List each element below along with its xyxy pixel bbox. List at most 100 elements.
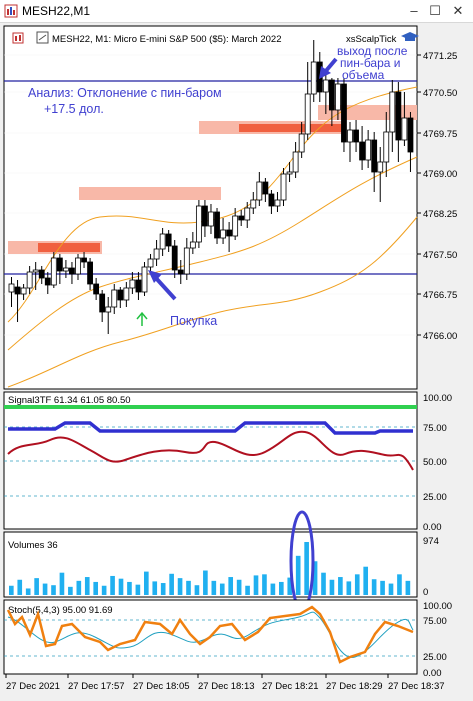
volume-bar[interactable]	[304, 542, 309, 595]
candle[interactable]	[171, 240, 178, 278]
candle[interactable]	[32, 262, 39, 290]
candle[interactable]	[38, 266, 45, 284]
zone-upper-strong[interactable]	[239, 124, 343, 132]
candle[interactable]	[56, 254, 63, 284]
volume-bar[interactable]	[270, 583, 276, 595]
candle[interactable]	[226, 222, 233, 252]
volume-bar[interactable]	[42, 583, 48, 595]
volume-bar[interactable]	[160, 583, 166, 595]
candle[interactable]	[244, 202, 251, 228]
candle[interactable]	[123, 282, 130, 307]
volume-bar[interactable]	[68, 586, 73, 595]
buy-arrow[interactable]	[148, 270, 177, 301]
candle[interactable]	[147, 254, 154, 274]
candle[interactable]	[292, 142, 299, 178]
volume-bar[interactable]	[17, 579, 23, 595]
volume-bar[interactable]	[59, 572, 65, 595]
candle[interactable]	[298, 122, 305, 158]
candle[interactable]	[135, 272, 142, 300]
volume-bar[interactable]	[363, 566, 369, 595]
candle[interactable]	[129, 272, 136, 294]
candle[interactable]	[335, 78, 341, 120]
candle[interactable]	[44, 272, 51, 294]
maximize-button[interactable]: ☐	[429, 3, 441, 18]
candle[interactable]	[105, 297, 112, 334]
candle[interactable]	[165, 230, 172, 252]
candle[interactable]	[214, 208, 220, 244]
candle[interactable]	[141, 262, 148, 296]
candle[interactable]	[347, 122, 353, 162]
volume-bar[interactable]	[405, 580, 411, 595]
candle[interactable]	[99, 290, 106, 322]
candle[interactable]	[256, 172, 263, 206]
volume-bar[interactable]	[236, 579, 242, 595]
volume-bar[interactable]	[287, 577, 293, 595]
candle[interactable]	[232, 208, 239, 240]
volume-bar[interactable]	[354, 574, 360, 595]
candle[interactable]	[341, 78, 347, 152]
candle[interactable]	[183, 238, 190, 280]
volume-bar[interactable]	[194, 585, 200, 595]
volume-bar[interactable]	[118, 578, 124, 595]
volume-bar[interactable]	[186, 580, 191, 595]
volume-bar[interactable]	[253, 575, 259, 595]
volume-bar[interactable]	[346, 581, 352, 595]
candle[interactable]	[310, 40, 317, 102]
candle[interactable]	[359, 126, 365, 170]
volume-bar[interactable]	[101, 585, 107, 595]
candle[interactable]	[8, 277, 15, 307]
candle[interactable]	[177, 260, 184, 284]
candle[interactable]	[238, 210, 245, 226]
volume-bar[interactable]	[245, 585, 250, 595]
candle[interactable]	[389, 80, 396, 152]
volume-bar[interactable]	[388, 583, 394, 595]
volume-bar[interactable]	[228, 577, 234, 595]
volume-bar[interactable]	[135, 584, 141, 595]
candle[interactable]	[274, 192, 281, 212]
candle[interactable]	[383, 112, 390, 177]
exit-arrow[interactable]	[319, 57, 338, 79]
volume-bar[interactable]	[51, 585, 56, 595]
candle[interactable]	[20, 284, 27, 300]
candle[interactable]	[322, 72, 329, 114]
volume-bar[interactable]	[371, 579, 377, 595]
volume-bar[interactable]	[9, 585, 14, 595]
candle[interactable]	[262, 178, 269, 202]
volume-bar[interactable]	[177, 578, 183, 595]
volume-bar[interactable]	[84, 577, 90, 595]
volume-bar[interactable]	[295, 555, 301, 595]
volume-bar[interactable]	[25, 588, 31, 595]
candle[interactable]	[50, 252, 57, 288]
candle[interactable]	[111, 284, 118, 314]
volume-bar[interactable]	[34, 578, 39, 595]
candle[interactable]	[208, 204, 214, 234]
candle[interactable]	[87, 258, 93, 290]
close-button[interactable]: ✕	[452, 3, 464, 18]
candle[interactable]	[407, 112, 414, 172]
volume-bar[interactable]	[211, 580, 217, 595]
candle[interactable]	[353, 120, 359, 152]
candle[interactable]	[304, 62, 311, 140]
candle[interactable]	[377, 147, 384, 202]
zone-left-strong[interactable]	[38, 243, 100, 252]
volume-bar[interactable]	[203, 570, 208, 595]
candle[interactable]	[159, 228, 166, 256]
candle[interactable]	[75, 254, 81, 280]
volume-bar[interactable]	[397, 574, 402, 595]
volume-bar[interactable]	[93, 581, 99, 595]
candle[interactable]	[63, 260, 69, 278]
volume-bar[interactable]	[279, 581, 284, 595]
candle[interactable]	[14, 280, 21, 322]
volume-bar[interactable]	[110, 575, 115, 595]
volume-bar[interactable]	[380, 580, 385, 595]
candle[interactable]	[93, 278, 100, 300]
volume-bar[interactable]	[169, 573, 174, 595]
zone-mid[interactable]	[79, 187, 221, 200]
candle[interactable]	[328, 78, 335, 126]
volume-bar[interactable]	[144, 571, 149, 595]
signal-panel[interactable]	[3, 391, 418, 530]
chart-area[interactable]: 4771.25 4770.50 4769.75 4769.00 4768.25 4767.…	[0, 22, 473, 701]
candle[interactable]	[202, 200, 208, 237]
candle[interactable]	[286, 162, 293, 182]
candle[interactable]	[401, 92, 408, 146]
